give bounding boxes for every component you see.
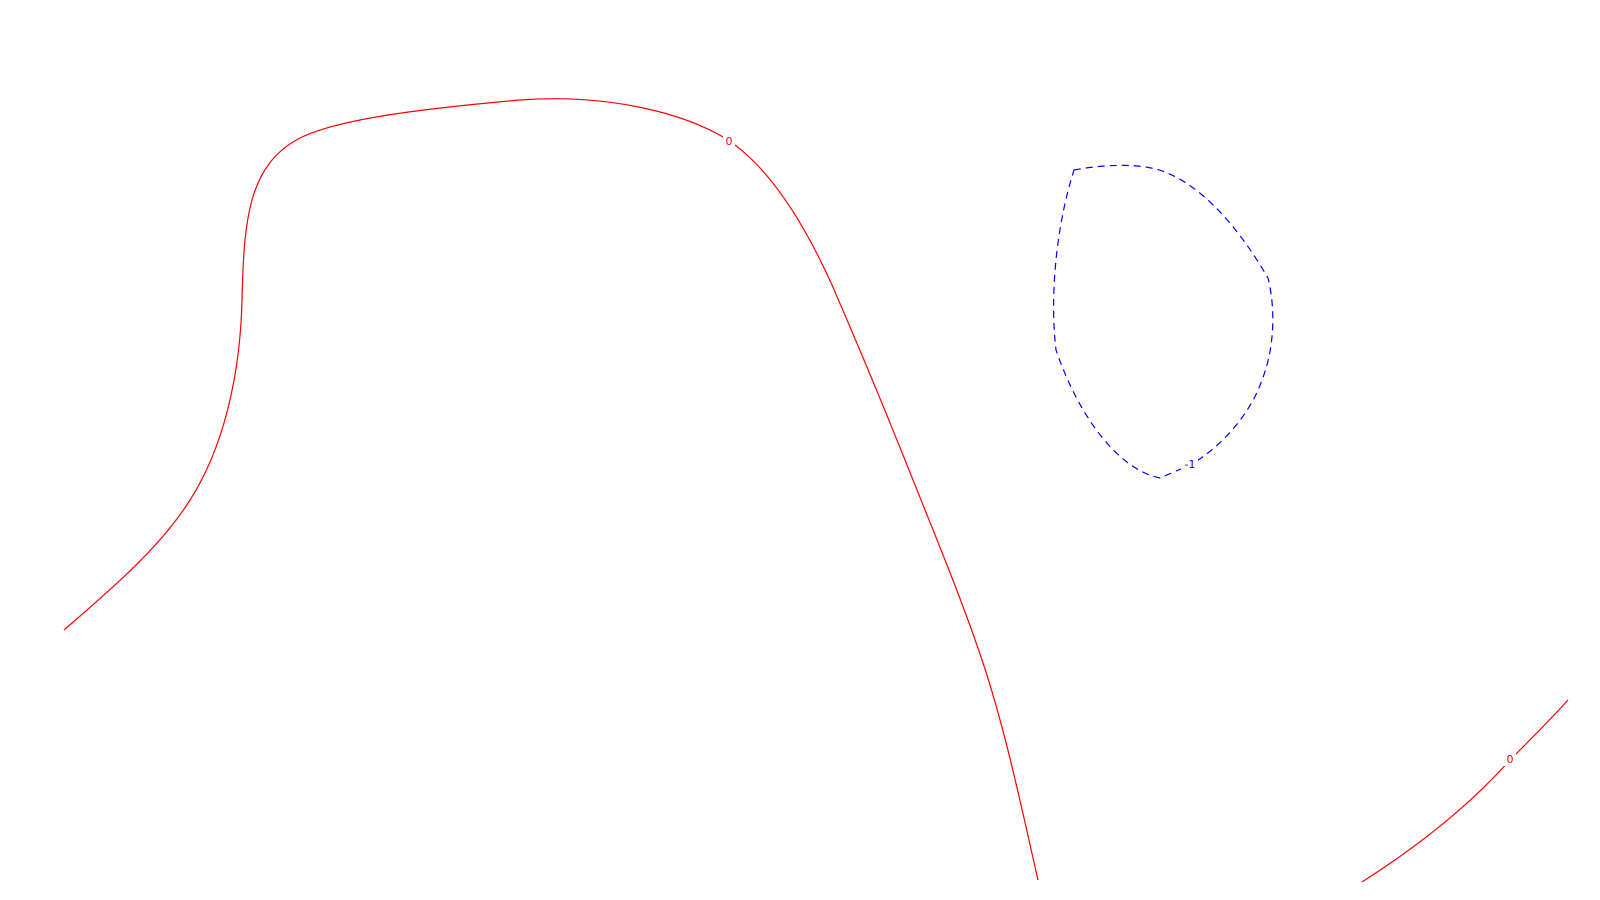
contour-label-bg (723, 135, 735, 148)
contour-label-level-0: 0 (1507, 753, 1514, 766)
contour-label-bg (1181, 458, 1198, 471)
contour-line-level-0-corner (1361, 699, 1569, 883)
contour-line-level-neg1 (1053, 164, 1274, 479)
contour-label-level-neg1: -1 (1185, 458, 1196, 471)
contour-line-level-0-main (63, 98, 1039, 881)
contour-label-level-0: 0 (726, 135, 733, 148)
contour-label-bg (1504, 753, 1516, 766)
